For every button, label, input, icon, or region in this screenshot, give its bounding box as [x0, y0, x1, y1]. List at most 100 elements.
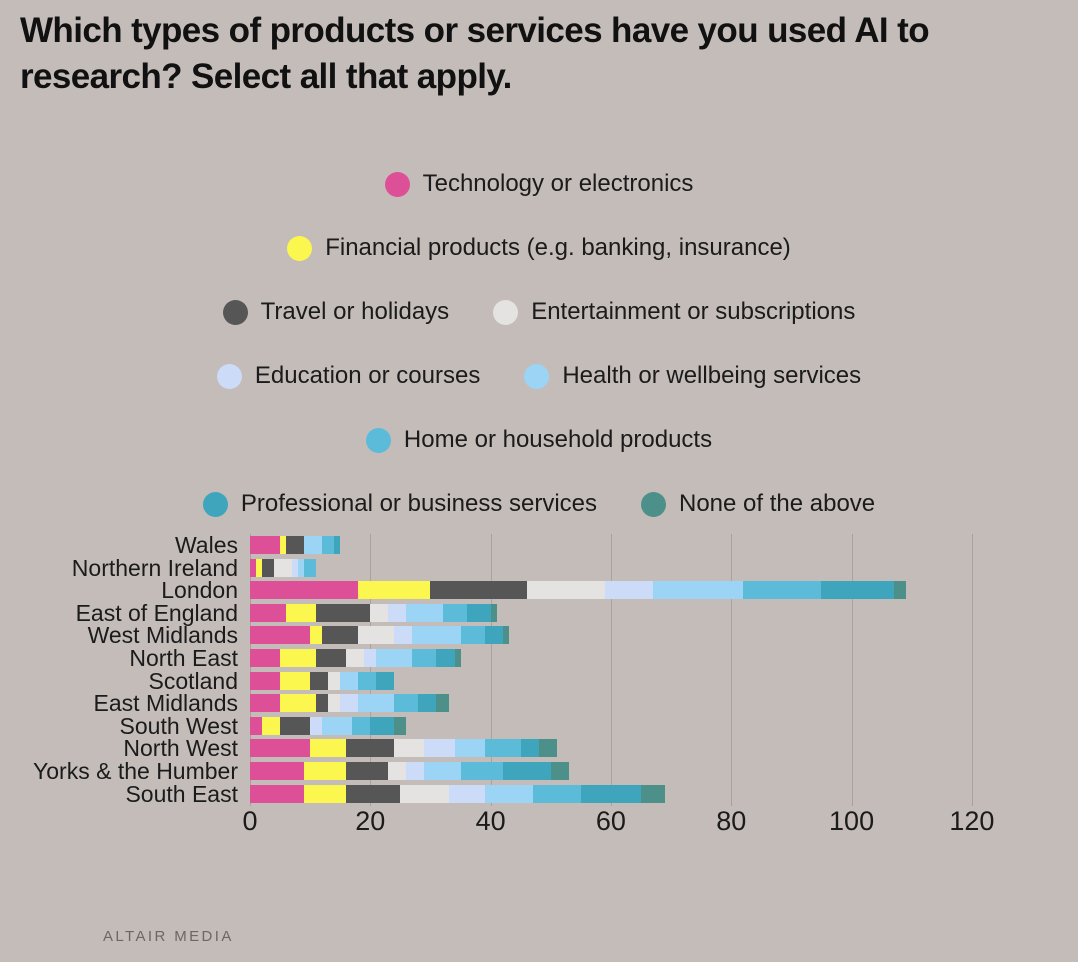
- bar-segment[interactable]: [262, 558, 275, 577]
- bar-segment[interactable]: [250, 626, 311, 645]
- legend-item[interactable]: Education or courses: [216, 362, 480, 390]
- bar-segment[interactable]: [250, 784, 305, 803]
- bar-segment[interactable]: [340, 671, 359, 690]
- bar-segment[interactable]: [370, 716, 395, 735]
- bar-segment[interactable]: [358, 626, 395, 645]
- bar-segment[interactable]: [340, 694, 359, 713]
- bar-segment[interactable]: [580, 784, 642, 803]
- bar-segment[interactable]: [484, 784, 533, 803]
- bar-segment[interactable]: [304, 558, 317, 577]
- bar-segment[interactable]: [358, 694, 395, 713]
- bar-segment[interactable]: [286, 536, 305, 554]
- bar-segment[interactable]: [250, 761, 305, 780]
- bar-segment[interactable]: [310, 716, 323, 735]
- bar-segment[interactable]: [250, 694, 281, 713]
- bar-segment[interactable]: [256, 558, 263, 577]
- legend-item[interactable]: Professional or business services: [202, 490, 597, 518]
- bar-segment[interactable]: [328, 694, 341, 713]
- bar-segment[interactable]: [262, 716, 281, 735]
- bar-segment[interactable]: [454, 739, 485, 758]
- bar-segment[interactable]: [394, 626, 413, 645]
- bar-segment[interactable]: [280, 716, 311, 735]
- legend-item[interactable]: None of the above: [641, 490, 875, 518]
- bar-segment[interactable]: [316, 694, 329, 713]
- bar-segment[interactable]: [310, 671, 329, 690]
- bar-segment[interactable]: [406, 761, 425, 780]
- bar-segment[interactable]: [490, 603, 497, 622]
- bar-segment[interactable]: [250, 603, 287, 622]
- legend-item[interactable]: Technology or electronics: [384, 170, 693, 198]
- bar-segment[interactable]: [346, 761, 389, 780]
- bar-segment[interactable]: [250, 558, 257, 577]
- bar-segment[interactable]: [424, 739, 455, 758]
- bar-segment[interactable]: [334, 536, 341, 554]
- bar-segment[interactable]: [394, 739, 425, 758]
- bar-segment[interactable]: [394, 716, 407, 735]
- bar-segment[interactable]: [370, 603, 389, 622]
- bar-segment[interactable]: [316, 648, 347, 667]
- bar-segment[interactable]: [418, 694, 437, 713]
- bar-segment[interactable]: [322, 626, 359, 645]
- bar-segment[interactable]: [388, 603, 407, 622]
- bar-segment[interactable]: [322, 716, 353, 735]
- bar-segment[interactable]: [250, 716, 263, 735]
- bar-segment[interactable]: [304, 536, 323, 554]
- bar-segment[interactable]: [250, 581, 359, 600]
- bar-segment[interactable]: [352, 716, 371, 735]
- bar-segment[interactable]: [454, 648, 461, 667]
- bar-segment[interactable]: [358, 581, 431, 600]
- bar-segment[interactable]: [328, 671, 341, 690]
- bar-segment[interactable]: [292, 558, 299, 577]
- bar-segment[interactable]: [653, 581, 744, 600]
- bar-segment[interactable]: [436, 648, 455, 667]
- bar-segment[interactable]: [250, 739, 311, 758]
- bar-segment[interactable]: [286, 603, 317, 622]
- bar-segment[interactable]: [346, 784, 401, 803]
- bar-segment[interactable]: [460, 761, 503, 780]
- bar-segment[interactable]: [466, 603, 491, 622]
- bar-segment[interactable]: [250, 648, 281, 667]
- bar-segment[interactable]: [442, 603, 467, 622]
- legend-item[interactable]: Home or household products: [365, 426, 712, 454]
- bar-segment[interactable]: [550, 761, 569, 780]
- bar-segment[interactable]: [526, 581, 605, 600]
- bar-segment[interactable]: [400, 784, 449, 803]
- legend-item[interactable]: Financial products (e.g. banking, insura…: [287, 234, 791, 262]
- bar-segment[interactable]: [412, 648, 437, 667]
- bar-segment[interactable]: [502, 626, 509, 645]
- bar-segment[interactable]: [250, 671, 281, 690]
- bar-segment[interactable]: [304, 761, 347, 780]
- bar-segment[interactable]: [346, 648, 365, 667]
- bar-segment[interactable]: [304, 784, 347, 803]
- bar-segment[interactable]: [520, 739, 539, 758]
- bar-segment[interactable]: [310, 626, 323, 645]
- bar-segment[interactable]: [436, 694, 449, 713]
- bar-segment[interactable]: [424, 761, 461, 780]
- bar-segment[interactable]: [406, 603, 443, 622]
- bar-segment[interactable]: [316, 603, 371, 622]
- bar-segment[interactable]: [274, 558, 293, 577]
- bar-segment[interactable]: [484, 626, 503, 645]
- bar-segment[interactable]: [821, 581, 894, 600]
- bar-segment[interactable]: [893, 581, 906, 600]
- bar-segment[interactable]: [250, 536, 281, 554]
- bar-segment[interactable]: [310, 739, 347, 758]
- bar-segment[interactable]: [280, 536, 287, 554]
- bar-segment[interactable]: [394, 694, 419, 713]
- bar-segment[interactable]: [532, 784, 581, 803]
- legend-item[interactable]: Entertainment or subscriptions: [493, 298, 855, 326]
- bar-segment[interactable]: [376, 648, 413, 667]
- bar-segment[interactable]: [388, 761, 407, 780]
- legend-item[interactable]: Health or wellbeing services: [524, 362, 861, 390]
- bar-segment[interactable]: [743, 581, 822, 600]
- bar-segment[interactable]: [376, 671, 395, 690]
- bar-segment[interactable]: [280, 671, 311, 690]
- bar-segment[interactable]: [322, 536, 335, 554]
- bar-segment[interactable]: [412, 626, 461, 645]
- bar-segment[interactable]: [502, 761, 551, 780]
- legend-item[interactable]: Travel or holidays: [222, 298, 449, 326]
- bar-segment[interactable]: [280, 648, 317, 667]
- bar-segment[interactable]: [364, 648, 377, 667]
- bar-segment[interactable]: [538, 739, 557, 758]
- bar-segment[interactable]: [460, 626, 485, 645]
